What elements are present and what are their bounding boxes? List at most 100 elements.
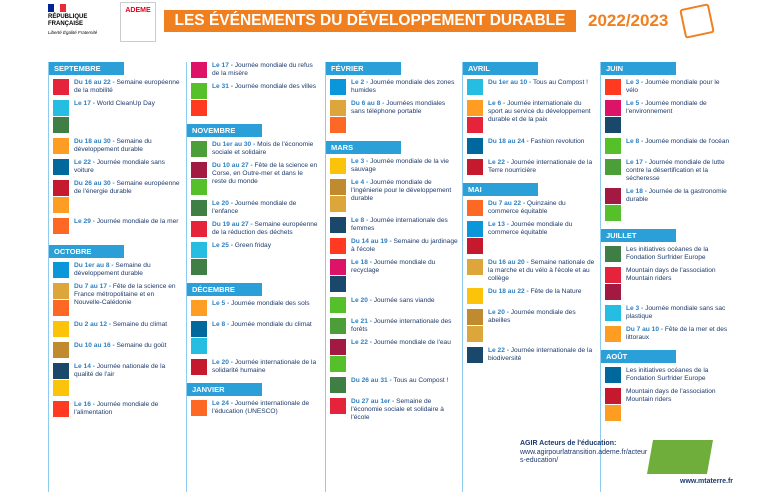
sdg-icons bbox=[605, 388, 621, 421]
event-text: Du 18 au 22 - Fête de la Nature bbox=[488, 288, 581, 296]
event: Les initiatives océanes de la Fondation … bbox=[605, 246, 733, 262]
event-text: Du 16 au 22 - Semaine européenne de la m… bbox=[74, 79, 181, 95]
event-label: Semaine nationale de la marche et du vél… bbox=[488, 259, 595, 282]
event-text: Le 21 - Journée internationale des forêt… bbox=[351, 318, 458, 334]
event-date: Le 17 - bbox=[74, 100, 95, 107]
sdg-icons bbox=[53, 321, 69, 337]
sdg-icon bbox=[53, 79, 69, 95]
event: Le 3 - Journée mondiale de la vie sauvag… bbox=[330, 158, 458, 174]
sdg-icons bbox=[53, 283, 69, 316]
sdg-icons bbox=[605, 138, 621, 154]
sdg-icon bbox=[605, 246, 621, 262]
event-label: Tous au Compost ! bbox=[393, 377, 449, 384]
sdg-icon bbox=[330, 79, 346, 95]
event-date: Le 21 - bbox=[351, 318, 372, 325]
sdg-icons bbox=[191, 359, 207, 375]
sdg-icons bbox=[53, 363, 69, 396]
sdg-icon bbox=[53, 321, 69, 337]
event: Du 10 au 16 - Semaine du goût bbox=[53, 342, 181, 358]
sdg-icon bbox=[330, 356, 346, 372]
event-label: Green friday bbox=[234, 242, 272, 249]
sdg-icons bbox=[605, 79, 621, 95]
sdg-icon bbox=[330, 217, 346, 233]
event-date: Le 22 - bbox=[488, 159, 509, 166]
event-text: Le 20 - Journée mondiale de l'enfance bbox=[212, 200, 319, 216]
month-title: NOVEMBRE bbox=[187, 124, 262, 137]
sdg-icon bbox=[330, 377, 346, 393]
sdg-icon bbox=[605, 405, 621, 421]
sdg-icon bbox=[330, 238, 346, 254]
event-label: Journée mondiale de l'océan bbox=[645, 138, 730, 145]
event-label: Journée mondiale du commerce équitable bbox=[488, 221, 573, 236]
event-date: Du 26 au 30 - bbox=[74, 180, 115, 187]
sdg-icon bbox=[53, 300, 69, 316]
sdg-icon bbox=[605, 267, 621, 283]
sdg-icon bbox=[467, 288, 483, 304]
month-title: MARS bbox=[326, 141, 401, 154]
sdg-icon bbox=[191, 221, 207, 237]
event: Du 18 au 24 - Fashion revolution bbox=[467, 138, 595, 154]
event-text: Mountain days de l'association Mountain … bbox=[626, 388, 733, 404]
sdg-icons bbox=[53, 180, 69, 213]
event-label: Fête de la science en Corse, en Outre-me… bbox=[212, 162, 318, 185]
event-date: Le 8 - bbox=[212, 321, 230, 328]
event-date: Le 8 - bbox=[626, 138, 644, 145]
event-date: Le 5 - bbox=[212, 300, 230, 307]
event-text: Le 3 - Journée mondiale pour le vélo bbox=[626, 79, 733, 95]
sdg-icons bbox=[605, 367, 621, 383]
sdg-icons bbox=[53, 79, 69, 95]
event: Le 5 - Journée mondiale des sols bbox=[191, 300, 319, 316]
event: Le 20 - Journée mondiale des abeilles bbox=[467, 309, 595, 342]
event: Du 27 au 1er - Semaine de l'économie soc… bbox=[330, 398, 458, 422]
sdg-icons bbox=[330, 318, 346, 334]
sdg-icons bbox=[467, 309, 483, 342]
event-label: Journée mondiale de l'ingénierie pour le… bbox=[351, 179, 452, 202]
spacer bbox=[326, 427, 458, 430]
event-date: Du 14 au 19 - bbox=[351, 238, 392, 245]
sdg-icons bbox=[53, 100, 69, 133]
event-date: Du 7 au 22 - bbox=[488, 200, 526, 207]
event: Le 8 - Journée internationale des femmes bbox=[330, 217, 458, 233]
event: Le 14 - Journée nationale de la qualité … bbox=[53, 363, 181, 396]
event-label: Fête de la science en France métropolita… bbox=[74, 283, 176, 306]
event-date: Le 16 - bbox=[74, 401, 95, 408]
event-date: Du 7 au 17 - bbox=[74, 283, 112, 290]
event: Du 1er au 30 - Mois de l'économie social… bbox=[191, 141, 319, 157]
sdg-icons bbox=[467, 288, 483, 304]
event-label: Journée mondiale de l'environnement bbox=[626, 100, 707, 115]
sdg-icons bbox=[191, 83, 207, 116]
ademe-logo: ADEME bbox=[120, 2, 156, 42]
event-label: Semaine du goût bbox=[116, 342, 167, 349]
sdg-icons bbox=[191, 400, 207, 416]
event-text: Les initiatives océanes de la Fondation … bbox=[626, 246, 733, 262]
sdg-icons bbox=[605, 100, 621, 133]
event-label: Les initiatives océanes de la Fondation … bbox=[626, 367, 709, 382]
event-label: Journée nationale de la qualité de l'air bbox=[74, 363, 166, 378]
event-text: Du 6 au 8 - Journées mondiales sans télé… bbox=[351, 100, 458, 116]
sdg-icons bbox=[467, 200, 483, 216]
event: Du 14 au 19 - Semaine du jardinage à l'é… bbox=[330, 238, 458, 254]
event-label: Journée internationale des femmes bbox=[351, 217, 448, 232]
month-title: OCTOBRE bbox=[49, 245, 124, 258]
event-date: Le 20 - bbox=[488, 309, 509, 316]
mtaterre-url: www.mtaterre.fr bbox=[680, 478, 734, 485]
event-label: Journée mondiale de la mer bbox=[96, 218, 179, 225]
event-label: Journée mondiale de l'enfance bbox=[212, 200, 297, 215]
sdg-icon bbox=[53, 117, 69, 133]
event: Du 26 au 31 - Tous au Compost ! bbox=[330, 377, 458, 393]
sdg-icons bbox=[330, 79, 346, 95]
month-column: JUIN Le 3 - Journée mondiale pour le vélo… bbox=[600, 62, 733, 492]
sdg-icon bbox=[191, 200, 207, 216]
event-date: Du 19 au 27 - bbox=[212, 221, 253, 228]
sdg-icon bbox=[330, 339, 346, 355]
event-date: Du 16 au 22 - bbox=[74, 79, 115, 86]
event-label: Fashion revolution bbox=[530, 138, 585, 145]
sdg-icon bbox=[605, 117, 621, 133]
event-text: Du 1er au 10 - Tous au Compost ! bbox=[488, 79, 588, 87]
event-date: Le 17 - bbox=[626, 159, 647, 166]
sdg-icons bbox=[605, 326, 621, 342]
event-label: Journée mondiale du refus de la misère bbox=[212, 62, 313, 77]
event: Du 18 au 30 - Semaine du développement d… bbox=[53, 138, 181, 154]
sdg-icon bbox=[191, 359, 207, 375]
sdg-icon bbox=[467, 79, 483, 95]
